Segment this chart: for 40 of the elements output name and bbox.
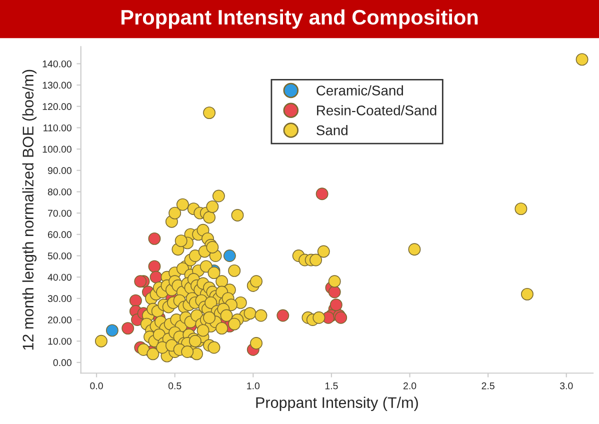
y-tick-label: 20.00 [48,316,72,324]
y-tick-label: 10.00 [48,338,72,345]
chart-title: Proppant Intensity and Composition [122,9,478,29]
point [316,188,328,200]
legend-label: Resin-Coated/Sand [317,105,436,116]
y-tick-label: 70.00 [48,210,72,217]
y-axis-title: 12 month length normalized BOE (boe/m) [22,70,37,350]
y-tick-label: 0.00 [53,359,72,366]
point [106,324,118,337]
y-tick-label: 30.00 [48,295,72,302]
x-tick-label: 0.0 [90,382,103,390]
y-tick-label: 100.00 [42,146,72,153]
point [150,270,162,284]
y-tick-label: 90.00 [48,167,72,174]
point [122,322,134,335]
point [330,298,342,312]
y-tick-label: 120.00 [42,103,72,110]
x-tick-label: 1.0 [247,382,260,390]
y-tick-label: 40.00 [48,274,72,281]
y-tick-label: 140.00 [42,60,72,68]
point [328,286,341,298]
x-tick-label: 2.5 [482,382,494,390]
point [148,232,161,245]
legend-label: Sand [316,125,348,136]
point [223,250,236,262]
x-tick-label: 3.0 [560,382,573,390]
point [276,309,290,322]
x-tick-label: 2.0 [404,382,416,390]
point [148,260,161,273]
y-tick-label: 50.00 [48,252,72,260]
x-axis-title: Proppant Intensity (T/m) [256,396,418,412]
y-tick-label: 110.00 [44,124,72,132]
point [129,294,142,307]
y-tick-label: 60.00 [48,231,72,238]
legend-label: Ceramic/Sand [316,85,404,96]
x-tick-label: 0.5 [168,382,182,390]
y-tick-label: 80.00 [48,188,72,196]
x-tick-label: 1.5 [325,382,338,390]
y-tick-label: 130.00 [42,82,72,89]
point [134,275,147,288]
